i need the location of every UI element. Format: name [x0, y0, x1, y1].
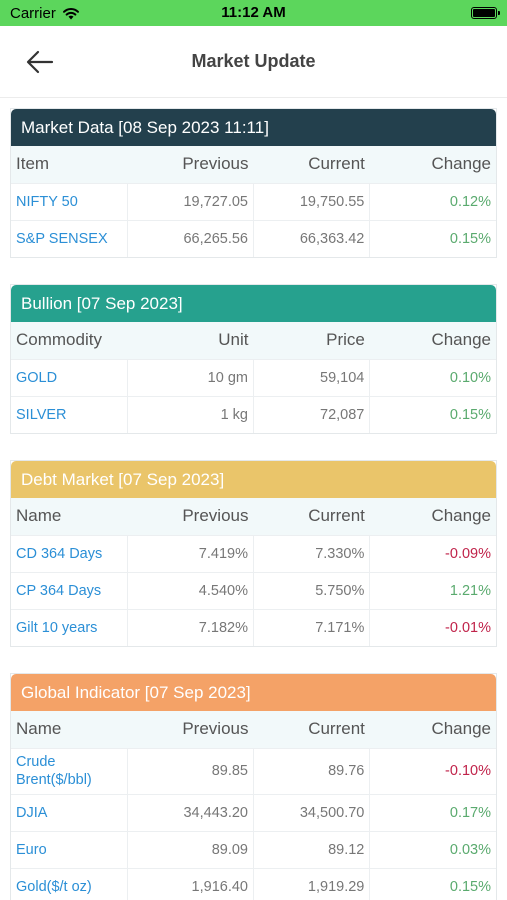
- item-name[interactable]: SILVER: [11, 395, 128, 433]
- global-indicator-table: Name Previous Current Change Crude Brent…: [11, 711, 496, 900]
- column-header: Current: [253, 146, 370, 183]
- current-value: 66,363.42: [253, 219, 371, 257]
- carrier-label: Carrier: [10, 4, 56, 22]
- column-header: Change: [369, 322, 496, 359]
- change-value: -0.01%: [369, 608, 496, 646]
- column-header: Previous: [127, 146, 254, 183]
- column-header: Change: [369, 711, 496, 748]
- wifi-icon: [62, 7, 79, 19]
- nav-bar: Market Update: [0, 26, 507, 98]
- table-row[interactable]: CP 364 Days 4.540% 5.750% 1.21%: [11, 571, 496, 609]
- previous-value: 7.419%: [127, 534, 254, 572]
- column-header: Previous: [127, 711, 254, 748]
- item-name[interactable]: Crude Brent($/bbl): [11, 747, 128, 794]
- bullion-header: Bullion [07 Sep 2023]: [11, 285, 496, 322]
- unit-value: 10 gm: [127, 358, 254, 396]
- bullion-table: Commodity Unit Price Change GOLD 10 gm 5…: [11, 322, 496, 433]
- arrow-left-icon[interactable]: [24, 48, 56, 76]
- item-name[interactable]: CD 364 Days: [11, 534, 128, 572]
- table-row[interactable]: Euro 89.09 89.12 0.03%: [11, 830, 496, 868]
- content: Market Data [08 Sep 2023 11:11] Item Pre…: [0, 98, 507, 900]
- status-left: Carrier: [10, 5, 80, 22]
- previous-value: 89.85: [127, 747, 254, 794]
- previous-value: 4.540%: [127, 571, 254, 609]
- table-row[interactable]: Gilt 10 years 7.182% 7.171% -0.01%: [11, 608, 496, 646]
- price-value: 59,104: [253, 358, 371, 396]
- price-value: 72,087: [253, 395, 371, 433]
- previous-value: 7.182%: [127, 608, 254, 646]
- item-name[interactable]: Gold($/t oz): [11, 867, 128, 900]
- table-row[interactable]: NIFTY 50 19,727.05 19,750.55 0.12%: [11, 182, 496, 220]
- column-header: Price: [253, 322, 370, 359]
- change-value: 1.21%: [369, 571, 496, 609]
- table-row[interactable]: S&P SENSEX 66,265.56 66,363.42 0.15%: [11, 219, 496, 257]
- current-value: 89.12: [253, 830, 371, 868]
- market-data-card: Market Data [08 Sep 2023 11:11] Item Pre…: [10, 108, 497, 258]
- table-row[interactable]: SILVER 1 kg 72,087 0.15%: [11, 395, 496, 433]
- market-data-table: Item Previous Current Change NIFTY 50 19…: [11, 146, 496, 257]
- debt-market-header: Debt Market [07 Sep 2023]: [11, 461, 496, 498]
- change-value: 0.17%: [369, 793, 496, 831]
- item-name[interactable]: NIFTY 50: [11, 182, 128, 220]
- item-name[interactable]: GOLD: [11, 358, 128, 396]
- item-name[interactable]: S&P SENSEX: [11, 219, 128, 257]
- column-header: Current: [253, 711, 370, 748]
- status-bar: Carrier 11:12 AM: [0, 0, 507, 26]
- change-value: 0.15%: [369, 867, 496, 900]
- column-header: Current: [253, 498, 370, 535]
- table-row[interactable]: GOLD 10 gm 59,104 0.10%: [11, 358, 496, 396]
- item-name[interactable]: Euro: [11, 830, 128, 868]
- column-header: Item: [11, 146, 128, 183]
- column-header: Name: [11, 498, 128, 535]
- previous-value: 19,727.05: [127, 182, 254, 220]
- change-value: -0.09%: [369, 534, 496, 572]
- current-value: 34,500.70: [253, 793, 371, 831]
- item-name[interactable]: CP 364 Days: [11, 571, 128, 609]
- table-header-row: Name Previous Current Change: [11, 498, 496, 535]
- table-row[interactable]: Crude Brent($/bbl) 89.85 89.76 -0.10%: [11, 747, 496, 794]
- debt-market-table: Name Previous Current Change CD 364 Days…: [11, 498, 496, 646]
- table-header-row: Commodity Unit Price Change: [11, 322, 496, 359]
- column-header: Change: [369, 146, 496, 183]
- column-header: Previous: [127, 498, 254, 535]
- market-data-header: Market Data [08 Sep 2023 11:11]: [11, 109, 496, 146]
- column-header: Unit: [127, 322, 254, 359]
- previous-value: 89.09: [127, 830, 254, 868]
- page-title: Market Update: [191, 51, 316, 71]
- unit-value: 1 kg: [127, 395, 254, 433]
- current-value: 1,919.29: [253, 867, 371, 900]
- item-name[interactable]: DJIA: [11, 793, 128, 831]
- change-value: 0.10%: [369, 358, 496, 396]
- current-value: 7.171%: [253, 608, 371, 646]
- table-header-row: Item Previous Current Change: [11, 146, 496, 183]
- bullion-card: Bullion [07 Sep 2023] Commodity Unit Pri…: [10, 284, 497, 434]
- previous-value: 66,265.56: [127, 219, 254, 257]
- table-row[interactable]: CD 364 Days 7.419% 7.330% -0.09%: [11, 534, 496, 572]
- global-indicator-card: Global Indicator [07 Sep 2023] Name Prev…: [10, 673, 497, 900]
- change-value: 0.12%: [369, 182, 496, 220]
- current-value: 5.750%: [253, 571, 371, 609]
- current-value: 7.330%: [253, 534, 371, 572]
- table-row[interactable]: Gold($/t oz) 1,916.40 1,919.29 0.15%: [11, 867, 496, 900]
- table-row[interactable]: DJIA 34,443.20 34,500.70 0.17%: [11, 793, 496, 831]
- battery-icon: [471, 7, 500, 19]
- previous-value: 1,916.40: [127, 867, 254, 900]
- item-name[interactable]: Gilt 10 years: [11, 608, 128, 646]
- column-header: Name: [11, 711, 128, 748]
- change-value: -0.10%: [369, 747, 496, 794]
- table-header-row: Name Previous Current Change: [11, 711, 496, 748]
- global-indicator-header: Global Indicator [07 Sep 2023]: [11, 674, 496, 711]
- column-header: Commodity: [11, 322, 128, 359]
- column-header: Change: [369, 498, 496, 535]
- change-value: 0.15%: [369, 219, 496, 257]
- current-value: 89.76: [253, 747, 371, 794]
- debt-market-card: Debt Market [07 Sep 2023] Name Previous …: [10, 460, 497, 647]
- previous-value: 34,443.20: [127, 793, 254, 831]
- current-value: 19,750.55: [253, 182, 371, 220]
- change-value: 0.03%: [369, 830, 496, 868]
- change-value: 0.15%: [369, 395, 496, 433]
